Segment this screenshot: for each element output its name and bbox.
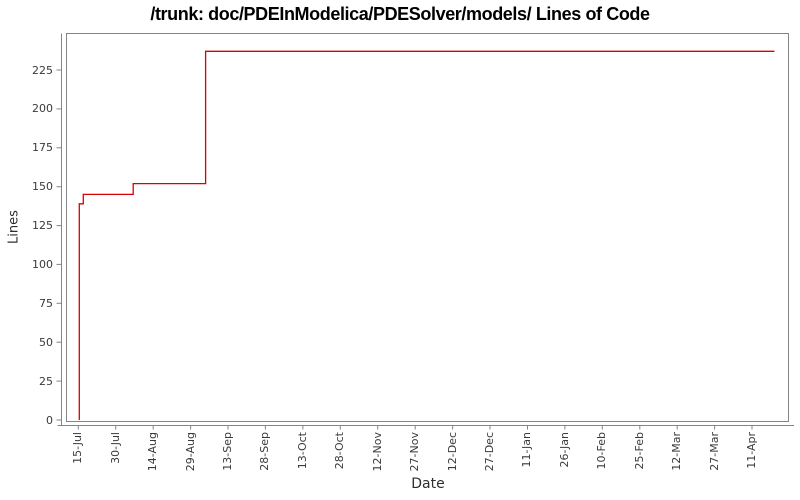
y-tick-label: 200 (32, 102, 53, 116)
x-tick-label: 27-Dec (483, 432, 497, 472)
x-tick-label: 28-Sep (258, 432, 272, 471)
plot-frame (66, 33, 789, 422)
chart-title: /trunk: doc/PDEInModelica/PDESolver/mode… (150, 4, 650, 24)
y-tick-label: 175 (32, 141, 53, 155)
x-tick-label: 12-Dec (445, 432, 459, 472)
x-tick-label: 10-Feb (595, 432, 609, 470)
x-tick-label: 29-Aug (183, 432, 197, 472)
x-tick-label: 30-Jul (108, 432, 122, 464)
y-tick-label: 125 (32, 219, 53, 233)
x-axis-title: Date (411, 476, 445, 492)
x-tick-label: 27-Mar (707, 432, 721, 471)
x-tick-label: 14-Aug (146, 432, 160, 472)
x-tick-label: 27-Nov (408, 432, 422, 472)
y-tick-label: 100 (32, 257, 53, 271)
x-tick-label: 28-Oct (333, 432, 347, 470)
x-tick-label: 26-Jan (557, 432, 571, 468)
y-tick-label: 150 (32, 180, 53, 194)
x-tick-label: 13-Oct (295, 432, 309, 470)
loc-step-line (78, 50, 775, 420)
x-tick-label: 12-Nov (370, 432, 384, 472)
x-tick-label: 13-Sep (221, 432, 235, 471)
x-tick-label: 25-Feb (632, 432, 646, 470)
x-tick-label: 12-Mar (670, 432, 684, 471)
y-tick-label: 50 (39, 335, 53, 349)
y-tick-label: 75 (39, 296, 53, 310)
y-tick-label: 25 (39, 374, 53, 388)
x-tick-label: 11-Jan (520, 432, 534, 468)
y-tick-label: 0 (46, 413, 53, 427)
y-tick-label: 225 (32, 63, 53, 77)
x-tick-label: 11-Apr (745, 432, 759, 469)
x-tick-label: 15-Jul (71, 432, 85, 464)
